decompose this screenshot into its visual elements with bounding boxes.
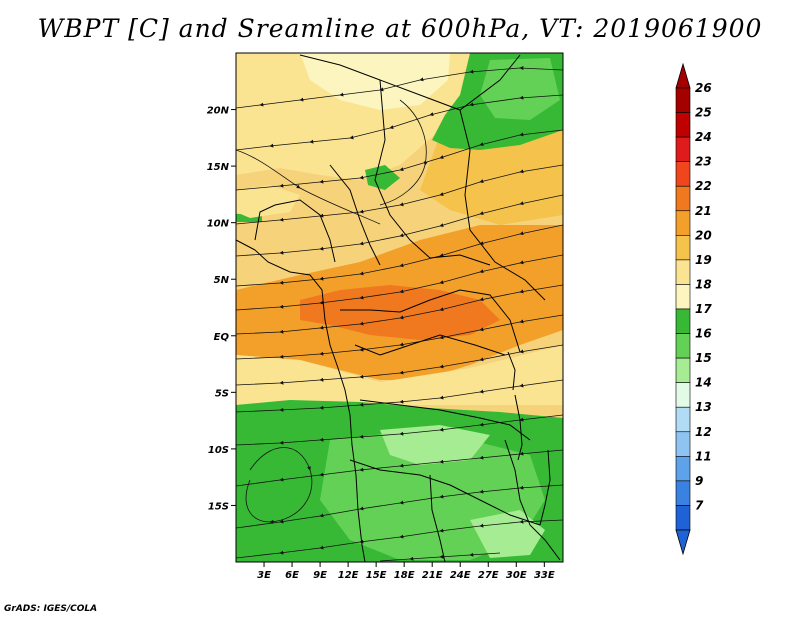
colorbar-label: 23 bbox=[695, 155, 712, 169]
colorbar-swatch bbox=[675, 480, 691, 506]
y-tick-label: 10N bbox=[207, 219, 230, 230]
x-tick-label: 33E bbox=[534, 570, 555, 581]
border-line bbox=[354, 334, 506, 356]
colorbar-swatch bbox=[675, 406, 691, 433]
colorbar-swatch bbox=[675, 308, 691, 334]
x-axis-ticks: 3E 6E 9E 12E 15E 18E 21E 24E 27E 30E 33E bbox=[257, 562, 555, 581]
colorbar-swatch bbox=[675, 235, 691, 261]
streamline-curl bbox=[379, 99, 428, 206]
border-line bbox=[299, 54, 521, 111]
colorbar-swatch bbox=[675, 382, 691, 408]
colorbar-label: 21 bbox=[695, 204, 712, 218]
streamline bbox=[236, 414, 563, 446]
border-line bbox=[359, 399, 531, 441]
colorbar-label: 19 bbox=[695, 253, 712, 267]
colorbar-label: 15 bbox=[695, 351, 712, 365]
x-tick-label: 3E bbox=[257, 570, 271, 581]
border-line bbox=[254, 199, 336, 263]
x-tick-label: 12E bbox=[338, 570, 359, 581]
colorbar-label: 16 bbox=[695, 327, 712, 341]
streamline-curl bbox=[245, 447, 313, 524]
border-line bbox=[340, 289, 521, 353]
shaded-field bbox=[236, 53, 563, 562]
colorbar-bottom-arrow bbox=[675, 529, 691, 556]
colorbar-label: 26 bbox=[695, 81, 712, 95]
colorbar-swatch bbox=[675, 431, 691, 457]
colorbar-swatch bbox=[675, 456, 691, 482]
x-tick-label: 24E bbox=[450, 570, 471, 581]
colorbar-label: 14 bbox=[695, 376, 712, 390]
lake-outline bbox=[514, 394, 523, 461]
streamlines bbox=[236, 65, 563, 562]
y-tick-label: 5N bbox=[214, 275, 230, 286]
colorbar-label: 18 bbox=[695, 277, 712, 291]
colorbar-label: 9 bbox=[695, 474, 703, 488]
colorbar-swatch bbox=[675, 357, 691, 383]
colorbar-swatch bbox=[675, 87, 691, 113]
colorbar-swatch bbox=[675, 185, 691, 212]
x-tick-label: 27E bbox=[478, 570, 499, 581]
x-tick-label: 30E bbox=[506, 570, 527, 581]
border-line bbox=[504, 439, 561, 561]
colorbar-label: 12 bbox=[695, 425, 712, 439]
lake-outline bbox=[507, 351, 516, 391]
colorbar-label: 24 bbox=[695, 130, 712, 144]
x-tick-label: 9E bbox=[313, 570, 327, 581]
colorbar-swatch bbox=[675, 112, 691, 138]
colorbar-label: 11 bbox=[695, 449, 712, 463]
streamline bbox=[236, 344, 563, 386]
country-borders bbox=[236, 54, 561, 562]
y-tick-label: 5S bbox=[215, 388, 229, 399]
coastline-east bbox=[539, 449, 551, 526]
colorbar-top-arrow bbox=[675, 62, 691, 89]
y-tick-label: 15S bbox=[208, 501, 229, 512]
colorbar-label: 25 bbox=[695, 106, 712, 120]
streamline-curl bbox=[236, 149, 381, 225]
y-axis-ticks: 20N 15N 10N 5N EQ 5S 10S 15S bbox=[207, 106, 236, 512]
software-credit: GrADS: IGES/COLA bbox=[4, 604, 98, 614]
colorbar-label: 20 bbox=[695, 228, 712, 242]
coastline-west bbox=[236, 239, 366, 562]
border-line bbox=[429, 474, 446, 562]
streamline bbox=[236, 379, 563, 413]
y-tick-label: EQ bbox=[214, 332, 230, 343]
y-tick-label: 10S bbox=[208, 445, 229, 456]
plot-frame bbox=[235, 52, 564, 563]
colorbar-swatch bbox=[675, 161, 691, 187]
colorbar-label: 17 bbox=[695, 302, 712, 316]
colorbar-swatch bbox=[675, 210, 691, 236]
border-line bbox=[374, 79, 491, 266]
y-tick-label: 15N bbox=[207, 162, 230, 173]
x-tick-label: 18E bbox=[394, 570, 415, 581]
colorbar-label: 13 bbox=[695, 400, 712, 414]
streamline bbox=[379, 552, 501, 562]
colorbar-swatch bbox=[675, 284, 691, 310]
colorbar-swatch bbox=[675, 136, 691, 162]
colorbar-label: 22 bbox=[695, 179, 712, 193]
border-line bbox=[459, 109, 546, 301]
x-tick-label: 6E bbox=[285, 570, 299, 581]
x-tick-label: 15E bbox=[366, 570, 387, 581]
chart-title: WBPT [C] and Sreamline at 600hPa, VT: 20… bbox=[37, 14, 763, 43]
colorbar-swatch bbox=[675, 259, 691, 285]
plot-area bbox=[236, 53, 563, 562]
colorbar-label: 7 bbox=[695, 498, 704, 512]
colorbar-swatch bbox=[675, 333, 691, 359]
streamline bbox=[236, 519, 563, 559]
y-tick-label: 20N bbox=[207, 106, 230, 117]
colorbar: 26 25 24 23 22 21 20 19 18 17 16 15 14 13 12 11 9 7 bbox=[675, 62, 712, 556]
colorbar-swatch bbox=[675, 505, 691, 531]
x-tick-label: 21E bbox=[422, 570, 443, 581]
border-line bbox=[329, 164, 381, 266]
border-line bbox=[349, 459, 541, 526]
